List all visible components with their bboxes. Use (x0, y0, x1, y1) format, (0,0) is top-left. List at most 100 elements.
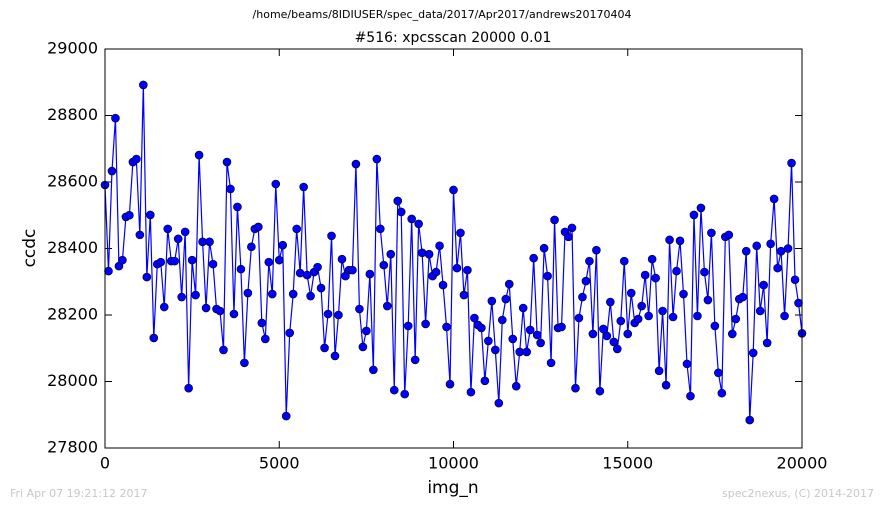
data-point (491, 345, 500, 355)
data-point (567, 223, 577, 233)
data-point (365, 269, 375, 279)
data-point (236, 264, 246, 274)
data-point (111, 113, 120, 123)
data-point (173, 234, 183, 244)
data-point (243, 288, 253, 298)
y-tick-label: 29000 (47, 39, 98, 58)
data-point (452, 263, 462, 273)
data-point (748, 348, 758, 358)
y-axis-label: ccdc (20, 229, 40, 268)
data-point (564, 232, 573, 242)
data-point (616, 316, 626, 326)
data-point (581, 276, 591, 286)
data-point (410, 355, 420, 365)
data-point (278, 240, 288, 250)
footer-right: spec2nexus, (C) 2014-2017 (722, 487, 874, 500)
data-point (219, 345, 228, 355)
data-point (330, 351, 340, 361)
data-point (142, 272, 152, 282)
footer-left: Fri Apr 07 19:21:12 2017 (10, 487, 148, 500)
data-point (783, 244, 793, 253)
y-tick-label: 28000 (47, 371, 98, 390)
data-point (557, 322, 566, 332)
data-point (187, 255, 197, 265)
data-point (159, 302, 169, 312)
data-point (435, 241, 444, 251)
data-point (424, 249, 434, 259)
data-point (417, 248, 427, 258)
x-tick-label: 10000 (428, 454, 479, 473)
data-point (299, 182, 308, 192)
data-point (532, 330, 542, 340)
data-point (403, 321, 413, 331)
data-point (180, 227, 190, 237)
data-point (633, 314, 643, 324)
data-point (376, 224, 385, 234)
data-point (456, 228, 465, 238)
x-tick-label: 0 (100, 454, 110, 473)
data-point (679, 289, 688, 299)
data-point (738, 292, 748, 302)
data-point (431, 267, 441, 277)
y-tick-label: 28800 (47, 105, 98, 124)
data-point (550, 215, 559, 225)
data-point (790, 275, 800, 285)
data-point (215, 306, 225, 316)
data-point (668, 312, 678, 322)
y-tick-label: 28600 (47, 172, 98, 191)
data-point (484, 336, 493, 346)
data-point (487, 296, 497, 306)
data-point (724, 230, 734, 240)
data-point (254, 222, 263, 232)
data-point (477, 323, 486, 333)
data-point (233, 202, 242, 212)
data-point (146, 210, 155, 220)
data-point (337, 254, 347, 264)
data-point (588, 329, 598, 339)
data-point (149, 333, 159, 343)
suptitle: /home/beams/8IDIUSER/spec_data/2017/Apr2… (253, 8, 632, 21)
data-point (693, 311, 702, 321)
data-point (107, 166, 117, 176)
data-point (529, 253, 538, 263)
data-point (585, 256, 594, 266)
data-point (609, 337, 619, 347)
data-point (369, 365, 378, 375)
data-point (539, 243, 549, 253)
data-point (640, 270, 650, 280)
data-point (766, 239, 775, 249)
data-point (396, 207, 406, 217)
data-point (731, 314, 741, 324)
data-point (389, 385, 399, 395)
data-point (703, 295, 713, 305)
data-point (494, 398, 504, 408)
data-point (139, 80, 148, 90)
y-tick-label: 27800 (47, 438, 98, 457)
data-point (407, 214, 416, 224)
data-point (714, 368, 723, 378)
data-point (414, 219, 423, 229)
data-point (288, 289, 298, 299)
data-point (644, 311, 653, 321)
data-point (546, 358, 556, 368)
data-point (592, 245, 601, 255)
plot-frame (104, 48, 803, 449)
y-tick-label: 28400 (47, 238, 98, 257)
data-point (445, 379, 455, 389)
data-point (536, 338, 545, 348)
data-point (156, 257, 166, 267)
data-point (261, 334, 270, 344)
data-point (264, 257, 274, 267)
data-point (794, 298, 803, 308)
data-point (281, 411, 291, 421)
data-point (497, 315, 507, 325)
data-point (602, 331, 612, 341)
data-point (355, 304, 364, 314)
data-point (372, 154, 382, 164)
data-point (177, 292, 186, 302)
data-point (606, 297, 615, 307)
y-tick-label: 28200 (47, 305, 98, 324)
data-point (438, 280, 448, 290)
data-point (637, 301, 646, 311)
data-point (306, 291, 315, 301)
